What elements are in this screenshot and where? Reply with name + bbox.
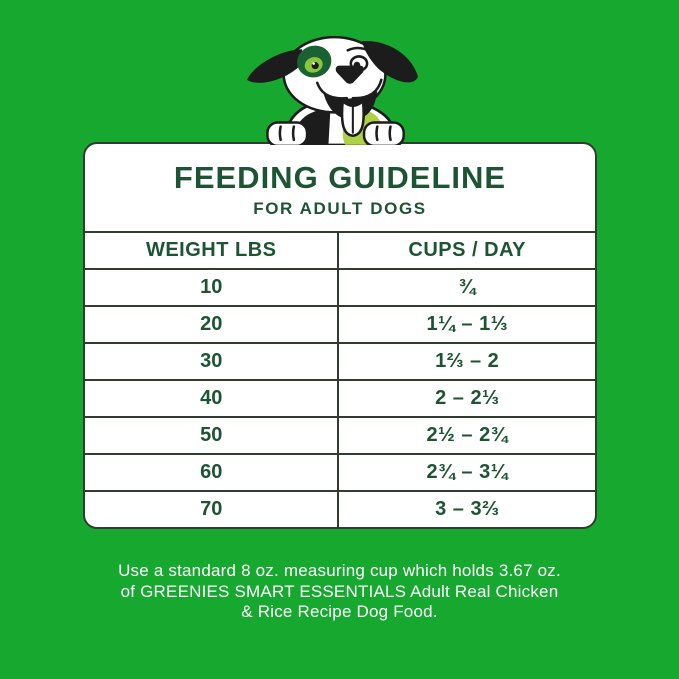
dog-mascot-icon bbox=[247, 36, 418, 145]
note-line: of GREENIES SMART ESSENTIALS Adult Real … bbox=[120, 581, 559, 601]
weight-value: 40 bbox=[85, 379, 338, 416]
weight-value: 10 bbox=[85, 268, 338, 305]
weight-value: 70 bbox=[85, 490, 338, 527]
dog-paw-left bbox=[266, 121, 309, 145]
page-title: FEEDING GUIDELINE bbox=[173, 160, 507, 196]
feeding-guideline-card: FEEDING GUIDELINE FOR ADULT DOGS WEIGHT … bbox=[83, 142, 597, 529]
note-line: Use a standard 8 oz. measuring cup which… bbox=[118, 561, 561, 580]
cups-value: 1¼ – 1⅓ bbox=[337, 305, 595, 342]
measuring-cup-note: Use a standard 8 oz. measuring cup which… bbox=[0, 561, 679, 623]
page-subtitle: FOR ADULT DOGS bbox=[253, 198, 427, 218]
note-line: & Rice Recipe Dog Food. bbox=[241, 602, 438, 621]
weight-value: 20 bbox=[85, 305, 338, 342]
cups-value: 2¾ – 3¼ bbox=[337, 453, 595, 490]
dog-paw-right bbox=[362, 121, 405, 145]
weight-value: 60 bbox=[85, 453, 338, 490]
cups-value: 1⅔ – 2 bbox=[337, 342, 595, 379]
cups-value: 3 – 3⅔ bbox=[337, 490, 595, 527]
column-header-weight: WEIGHT LBS bbox=[85, 231, 338, 268]
cups-value: 2½ – 2¾ bbox=[337, 416, 595, 453]
cups-value: 2 – 2⅓ bbox=[337, 379, 595, 416]
weight-value: 30 bbox=[85, 342, 338, 379]
feeding-table: WEIGHT LBS CUPS / DAY 10 ¾ 20 1¼ – 1⅓ 30… bbox=[85, 231, 595, 527]
weight-value: 50 bbox=[85, 416, 338, 453]
card-header: FEEDING GUIDELINE FOR ADULT DOGS bbox=[85, 144, 595, 231]
column-header-cups: CUPS / DAY bbox=[337, 231, 595, 268]
cups-value: ¾ bbox=[337, 268, 595, 305]
